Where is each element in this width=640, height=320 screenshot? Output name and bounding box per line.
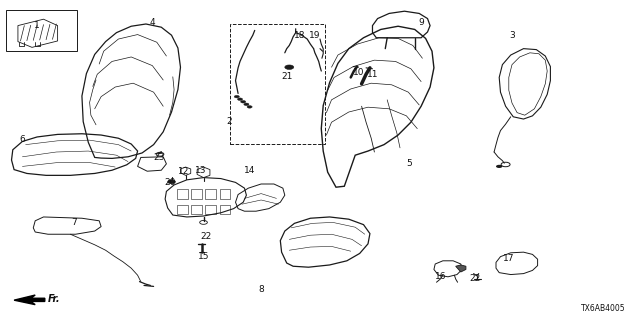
Text: 8: 8 [259, 285, 264, 294]
Text: 4: 4 [150, 18, 155, 27]
Text: 23: 23 [153, 153, 164, 162]
Circle shape [285, 65, 294, 69]
Text: 21: 21 [281, 72, 292, 81]
Circle shape [234, 95, 239, 98]
Text: TX6AB4005: TX6AB4005 [581, 304, 626, 313]
Text: 9: 9 [419, 18, 424, 27]
Circle shape [241, 100, 246, 103]
Text: 7: 7 [71, 218, 76, 227]
Circle shape [168, 180, 175, 184]
Text: 11: 11 [367, 70, 378, 79]
Bar [220, 189, 230, 199]
Bar [220, 205, 230, 214]
Text: 13: 13 [195, 166, 206, 175]
Text: 5: 5 [407, 159, 412, 168]
Text: 22: 22 [200, 232, 212, 241]
Text: 19: 19 [309, 31, 321, 40]
Text: Fr.: Fr. [48, 294, 61, 304]
Text: 15: 15 [198, 252, 209, 261]
Text: 14: 14 [244, 166, 255, 175]
Bar [191, 189, 202, 199]
Bar [6, 10, 77, 51]
Text: 20: 20 [164, 178, 175, 187]
Circle shape [237, 98, 243, 100]
Bar [177, 189, 188, 199]
Circle shape [244, 103, 249, 106]
Text: 12: 12 [178, 167, 189, 176]
Circle shape [247, 106, 252, 108]
Bar [205, 189, 216, 199]
Text: 10: 10 [353, 68, 364, 77]
Bar [205, 205, 216, 214]
Polygon shape [456, 265, 466, 272]
Bar [191, 205, 202, 214]
Text: 18: 18 [294, 31, 305, 40]
Text: 1: 1 [35, 21, 40, 30]
Bar [177, 205, 188, 214]
Text: 2: 2 [227, 117, 232, 126]
Bar [230, 24, 325, 144]
Text: 22: 22 [469, 274, 481, 283]
Text: 6: 6 [20, 135, 25, 144]
Text: 17: 17 [503, 254, 515, 263]
Text: 3: 3 [509, 31, 515, 40]
Circle shape [496, 165, 502, 168]
Text: 16: 16 [435, 272, 446, 281]
Polygon shape [14, 295, 45, 305]
